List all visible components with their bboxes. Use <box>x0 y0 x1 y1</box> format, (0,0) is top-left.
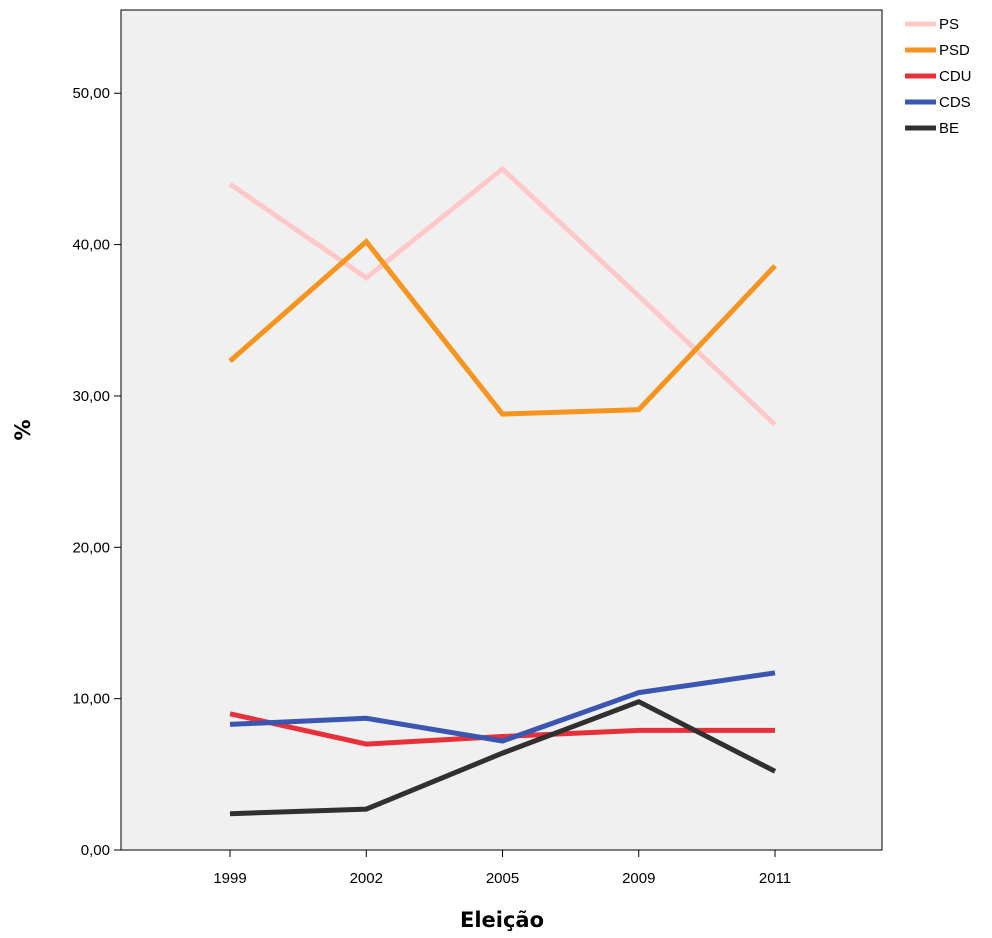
y-tick-label: 40,00 <box>72 237 110 254</box>
x-axis-title: Eleição <box>460 908 544 932</box>
series-line-psd <box>228 237 777 417</box>
x-axis: 1999 2002 2005 2009 2011 <box>213 850 791 887</box>
x-tick-label: 2005 <box>486 870 519 887</box>
legend-label-cds: CDS <box>939 94 971 111</box>
plot-area <box>120 9 883 851</box>
x-tick-label: 2002 <box>350 870 383 887</box>
y-tick-label: 10,00 <box>72 691 110 708</box>
y-tick-label: 0,00 <box>81 842 110 859</box>
y-tick-label: 50,00 <box>72 85 110 102</box>
legend-label-be: BE <box>939 120 959 137</box>
legend-label-cdu: CDU <box>939 68 972 85</box>
legend: PS PSD CDU CDS BE <box>905 16 972 137</box>
y-tick-label: 30,00 <box>72 388 110 405</box>
y-axis-title: % <box>11 419 35 440</box>
x-tick-label: 2011 <box>759 870 791 887</box>
x-tick-label: 2009 <box>622 870 655 887</box>
legend-label-psd: PSD <box>939 42 970 59</box>
x-tick-label: 1999 <box>213 870 246 887</box>
series-layer <box>228 165 777 817</box>
series-line-ps <box>228 165 777 427</box>
series-line-cds <box>229 670 776 744</box>
series-line-be <box>229 698 777 817</box>
legend-label-ps: PS <box>939 16 959 33</box>
series-line-cdu <box>229 711 775 747</box>
y-tick-label: 20,00 <box>72 539 110 556</box>
y-axis: 0,00 10,00 20,00 30,00 40,00 50,00 <box>72 85 121 859</box>
